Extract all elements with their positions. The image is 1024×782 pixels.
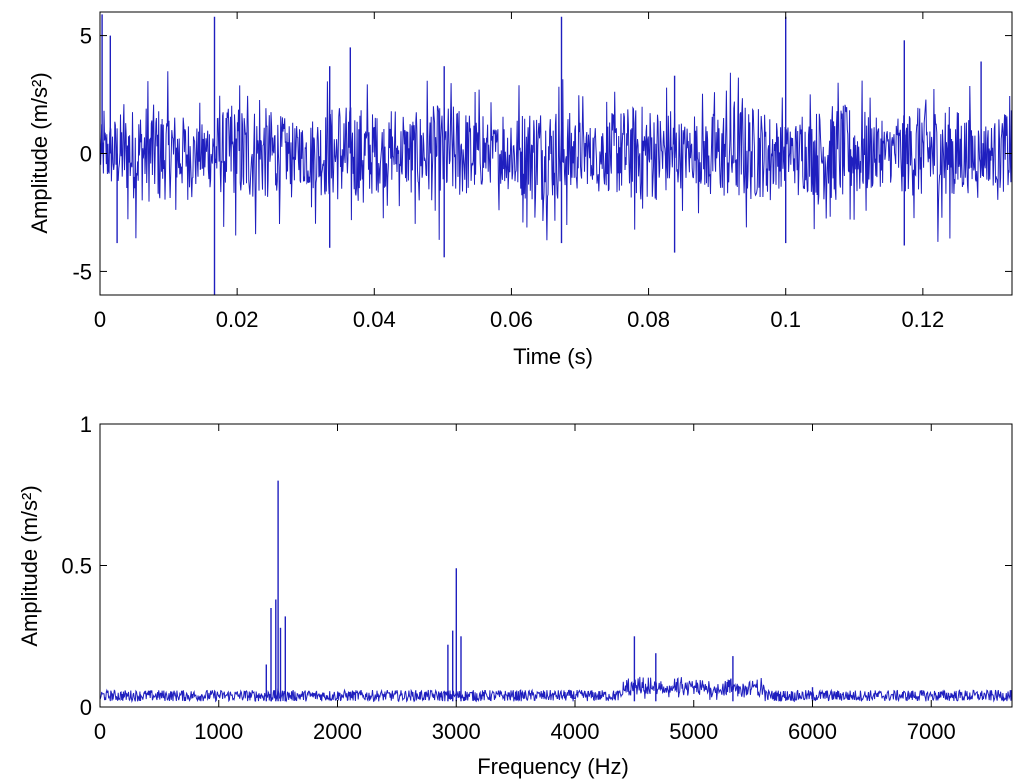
spectrum-trace [99, 480, 1013, 703]
x-tick-label: 0 [94, 719, 106, 744]
y-tick-label: 5 [80, 24, 92, 49]
spectrum-x-axis-label: Frequency (Hz) [477, 754, 629, 779]
x-tick-label: 2000 [313, 719, 362, 744]
x-tick-label: 0.08 [627, 307, 670, 332]
time-signal-trace [99, 14, 1013, 295]
y-tick-label: 1 [80, 412, 92, 437]
spectrum-plot-area [100, 424, 1012, 707]
x-tick-label: 4000 [551, 719, 600, 744]
spectrum-x-ticks: 0 1000 2000 3000 4000 5000 6000 7000 [94, 424, 956, 744]
x-tick-label: 0.02 [216, 307, 259, 332]
x-tick-label: 1000 [194, 719, 243, 744]
y-tick-label: 0.5 [61, 554, 92, 579]
x-tick-label: 5000 [669, 719, 718, 744]
spectrum-y-axis-label: Amplitude (m/s²) [17, 485, 42, 646]
x-tick-label: 0.04 [353, 307, 396, 332]
time-x-axis-label: Time (s) [513, 344, 593, 369]
x-tick-label: 7000 [907, 719, 956, 744]
x-tick-label: 0.1 [770, 307, 801, 332]
y-tick-label: -5 [72, 259, 92, 284]
spectrum-y-ticks: 00.51 [61, 412, 1012, 720]
time-x-ticks: 0 0.02 0.04 0.06 0.08 0.1 0.12 [94, 12, 944, 332]
x-tick-label: 6000 [788, 719, 837, 744]
x-tick-label: 0.12 [901, 307, 944, 332]
spectrum-panel: 0 1000 2000 3000 4000 5000 6000 7000 00.51 Freq… [17, 412, 1013, 779]
x-tick-label: 0 [94, 307, 106, 332]
y-tick-label: 0 [80, 142, 92, 167]
trace-texture [99, 71, 1013, 242]
x-tick-label: 3000 [432, 719, 481, 744]
time-y-axis-label: Amplitude (m/s²) [27, 72, 52, 233]
trace-texture [99, 676, 1013, 703]
time-y-ticks: -5 0 5 [72, 24, 1012, 284]
x-tick-label: 0.06 [490, 307, 533, 332]
time-signal-panel: 0 0.02 0.04 0.06 0.08 0.1 0.12 -505 Time (s) A… [27, 11, 1013, 369]
y-tick-label: 0 [80, 695, 92, 720]
